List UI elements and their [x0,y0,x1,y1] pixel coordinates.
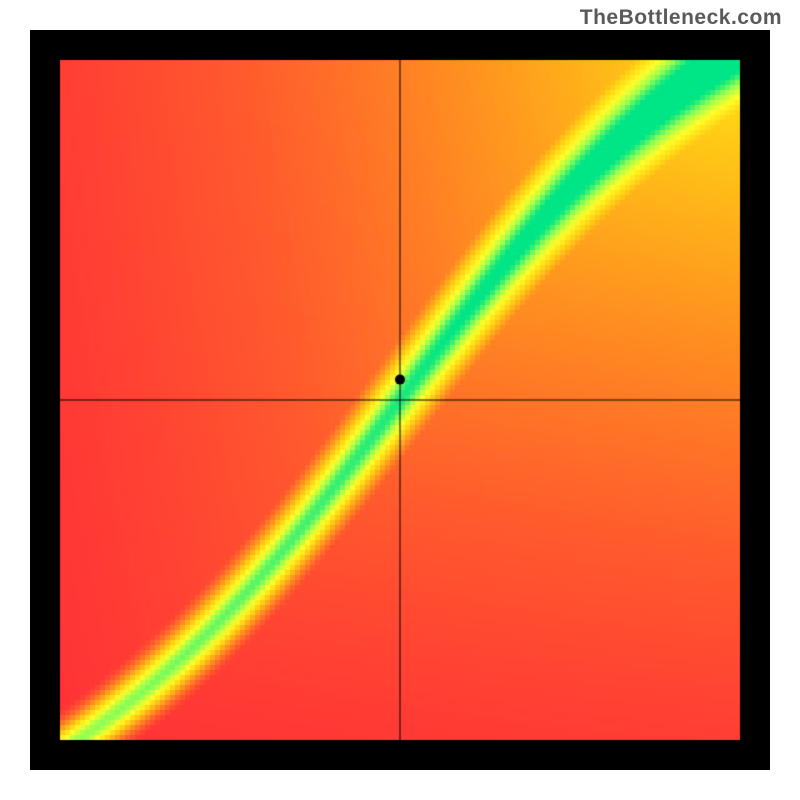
attribution-label: TheBottleneck.com [580,6,782,30]
chart-container: TheBottleneck.com [0,0,800,800]
bottleneck-heatmap [30,30,770,770]
